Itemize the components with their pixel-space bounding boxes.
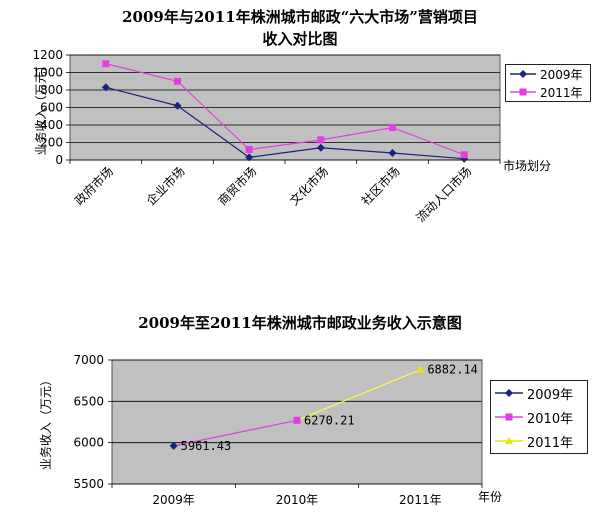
legend-label: 2011年 (527, 435, 574, 451)
legend-entry: 2011年 (491, 429, 587, 453)
chart2-x-axis-label: 年份 (478, 490, 502, 504)
chart1-y-axis-label: 业务收入（万元） (33, 59, 48, 155)
legend-label: 2009年 (527, 387, 574, 403)
chart1-x-tick-label: 流动人口市场 (413, 164, 475, 226)
chart1-y-tick-label: 400 (40, 118, 63, 132)
chart1-y-tick-label: 0 (55, 153, 63, 167)
chart1-series-line (105, 63, 465, 156)
legend-entry: 2009年 (506, 65, 590, 83)
chart2-y-axis-label: 业务收入（万元） (38, 374, 53, 470)
chart1-x-tick-label: 政府市场 (71, 164, 116, 209)
chart2-legend: 2009年 2010年 2011年 (490, 380, 588, 454)
chart1-x-tick-label: 文化市场 (286, 164, 331, 209)
chart1-point (389, 124, 396, 132)
chart2-data-label: 5961.43 (181, 439, 232, 453)
legend-marker (505, 389, 513, 397)
chart1-point (460, 151, 468, 159)
chart1-y-tick-label: 1000 (32, 66, 63, 80)
chart1-legend: 2009年 2011年 (505, 64, 591, 102)
chart2-point (416, 365, 425, 373)
legend-marker (505, 437, 513, 444)
chart2-x-tick-label: 2011年 (399, 493, 442, 507)
chart1-series-line (105, 86, 465, 160)
chart1-y-tick-label: 600 (40, 101, 63, 115)
chart2-y-tick-label: 6000 (73, 436, 104, 450)
chart1-title: 2009年与2011年株洲城市邮政“六大市场”营销项目 (122, 8, 478, 26)
legend-marker (519, 88, 527, 96)
chart1-point (173, 101, 182, 110)
legend-entry: 2011年 (506, 83, 590, 101)
chart2-data-label: 6882.14 (427, 363, 478, 377)
chart1-x-tick-label: 社区市场 (358, 164, 403, 209)
chart2-x-tick-label: 2010年 (276, 493, 319, 507)
chart2-x-tick-label: 2009年 (152, 493, 195, 507)
chart1-point (245, 146, 253, 153)
chart1-y-tick-label: 200 (40, 136, 63, 150)
chart2-point (293, 416, 301, 424)
chart2-y-tick-label: 6500 (73, 394, 104, 408)
chart1-point (102, 60, 110, 68)
chart2-y-tick-label: 5500 (73, 477, 104, 491)
legend-label: 2011年 (540, 85, 583, 100)
chart1-y-tick-label: 1200 (32, 48, 63, 62)
chart1-point (174, 77, 181, 85)
legend-marker (519, 70, 527, 78)
chart2-point (169, 441, 178, 450)
chart1-y-tick-label: 800 (40, 83, 63, 97)
chart1-point (388, 149, 397, 157)
chart2-data-label: 6270.21 (304, 413, 355, 427)
chart1-point (101, 83, 110, 92)
chart2-series-segment (296, 369, 421, 421)
legend-entry: 2010年 (491, 405, 587, 429)
chart1-title-line2: 收入对比图 (262, 30, 338, 48)
chart1-point (245, 153, 254, 162)
legend-label: 2010年 (527, 411, 574, 427)
chart1-point (317, 136, 325, 144)
chart2-title: 2009年至2011年株洲城市邮政业务收入示意图 (138, 314, 462, 332)
legend-marker (505, 413, 513, 421)
legend-entry: 2009年 (491, 381, 587, 405)
chart2-y-tick-label: 7000 (73, 353, 104, 367)
chart1-x-tick-label: 企业市场 (143, 164, 188, 209)
chart1-point (316, 143, 325, 152)
legend-label: 2009年 (540, 67, 583, 82)
chart1-x-axis-label: 市场划分 (503, 158, 551, 173)
chart1-x-tick-label: 商贸市场 (215, 164, 260, 209)
chart2-series-segment (173, 419, 298, 447)
